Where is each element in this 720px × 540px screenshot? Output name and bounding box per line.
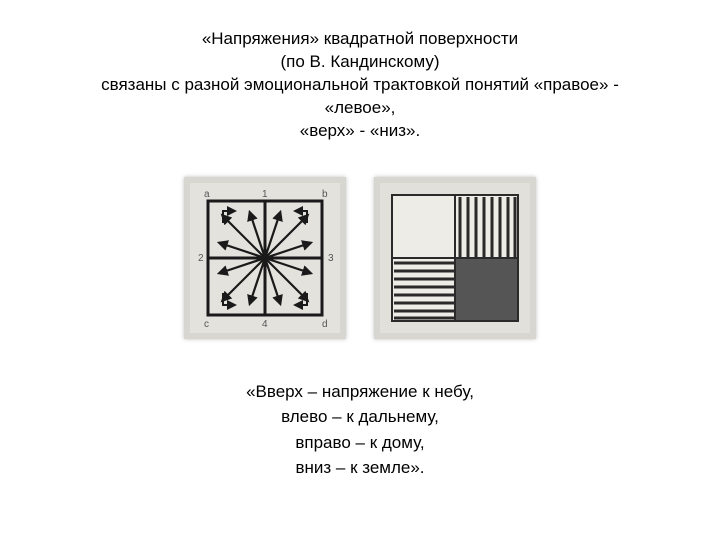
poem-line-4: вниз – к земле». [0,455,720,481]
heading-block: «Напряжения» квадратной поверхности (по … [30,28,690,143]
figure-right-svg [380,183,530,333]
label-4: 4 [262,319,268,330]
label-3: 3 [328,253,334,264]
label-b: b [322,189,328,200]
poem-block: «Вверх – напряжение к небу, влево – к да… [0,379,720,481]
figures-row: a b c d 1 2 3 4 [0,177,720,339]
figure-left-svg: a b c d 1 2 3 4 [190,183,340,333]
heading-line-3: связаны с разной эмоциональной трактовко… [30,74,690,97]
heading-line-1: «Напряжения» квадратной поверхности [30,28,690,51]
label-a: a [204,189,210,200]
heading-line-2: (по В. Кандинскому) [30,51,690,74]
label-1: 1 [262,189,268,200]
poem-line-3: вправо – к дому, [0,430,720,456]
label-d: d [322,319,328,330]
poem-line-1: «Вверх – напряжение к небу, [0,379,720,405]
label-2: 2 [198,253,204,264]
figure-left-frame: a b c d 1 2 3 4 [184,177,346,339]
label-c: c [204,319,209,330]
heading-line-5: «верх» - «низ». [30,120,690,143]
heading-line-4: «левое», [30,97,690,120]
figure-right-frame [374,177,536,339]
poem-line-2: влево – к дальнему, [0,404,720,430]
slide: «Напряжения» квадратной поверхности (по … [0,0,720,540]
